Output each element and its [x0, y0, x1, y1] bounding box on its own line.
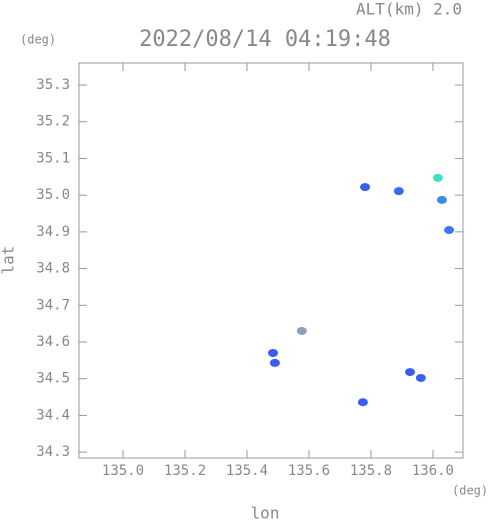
chart-title: 2022/08/14 04:19:48: [139, 27, 391, 52]
y-axis-label: lat: [0, 246, 18, 275]
x-tick-label: 135.8: [350, 463, 392, 479]
y-unit: (deg): [20, 33, 56, 47]
echo-point: [296, 326, 307, 335]
y-tick-label: 35.1: [36, 150, 70, 166]
echo-point: [269, 358, 280, 367]
x-unit: (deg): [452, 484, 488, 498]
x-axis-label: lon: [251, 504, 280, 521]
echo-point: [360, 183, 371, 192]
echo-point: [444, 226, 455, 235]
y-tick-label: 34.7: [36, 297, 70, 313]
echo-point: [432, 173, 443, 182]
echo-point: [268, 349, 279, 358]
x-tick-label: 136.0: [412, 463, 454, 479]
y-tick-label: 34.4: [36, 407, 70, 423]
y-tick-label: 34.9: [36, 224, 70, 240]
y-tick-label: 34.8: [36, 261, 70, 277]
echo-point: [405, 368, 416, 377]
y-tick-label: 34.6: [36, 334, 70, 350]
x-tick-label: 135.0: [102, 463, 144, 479]
y-tick-label: 34.3: [36, 444, 70, 460]
echo-point: [393, 187, 404, 196]
y-tick-label: 35.3: [36, 77, 70, 93]
plot-frame: [78, 62, 464, 459]
x-tick-label: 135.4: [226, 463, 268, 479]
x-tick-label: 135.6: [288, 463, 330, 479]
echo-point: [436, 195, 447, 204]
y-tick-label: 35.2: [36, 114, 70, 130]
echo-point: [357, 398, 368, 407]
altitude-label: ALT(km) 2.0: [356, 0, 462, 19]
y-tick-label: 34.5: [36, 371, 70, 387]
x-tick-label: 135.2: [164, 463, 206, 479]
echo-point: [415, 373, 426, 382]
y-tick-label: 35.0: [36, 187, 70, 203]
